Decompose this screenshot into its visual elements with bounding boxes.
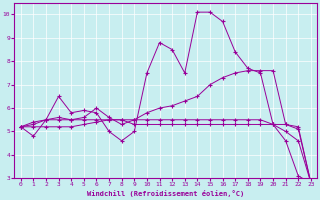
X-axis label: Windchill (Refroidissement éolien,°C): Windchill (Refroidissement éolien,°C) [87, 190, 244, 197]
